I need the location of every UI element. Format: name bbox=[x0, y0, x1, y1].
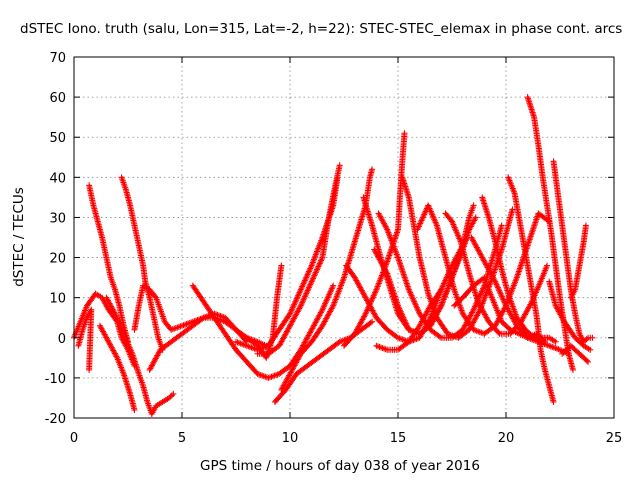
x-tick-label: 20 bbox=[498, 431, 515, 446]
series-markers bbox=[505, 174, 557, 405]
y-tick-label: 60 bbox=[49, 91, 66, 106]
series-markers bbox=[524, 94, 576, 373]
series-markers bbox=[546, 278, 594, 353]
y-tick-label: 70 bbox=[49, 51, 66, 66]
axis-ticks bbox=[73, 56, 615, 419]
x-axis-label: GPS time / hours of day 038 of year 2016 bbox=[200, 458, 480, 474]
series-markers bbox=[189, 282, 337, 381]
y-axis-label: dSTEC / TECUs bbox=[11, 187, 27, 287]
y-tick-label: -20 bbox=[45, 412, 66, 427]
x-tick-label: 10 bbox=[282, 431, 299, 446]
series-markers bbox=[550, 158, 596, 345]
y-tick-label: 40 bbox=[49, 171, 66, 186]
plot-frame bbox=[73, 56, 615, 419]
y-tick-label: 30 bbox=[49, 211, 66, 226]
series-markers bbox=[254, 162, 343, 357]
series-markers bbox=[75, 306, 95, 373]
series-markers bbox=[567, 222, 589, 301]
series-markers bbox=[559, 342, 592, 365]
y-tick-label: 10 bbox=[49, 292, 66, 307]
data-points bbox=[71, 94, 596, 417]
tick-labels: 0 5 10 15 20 25 -20 -10 0 10 20 30 40 50 60 70 bbox=[45, 51, 623, 446]
y-tick-label: 0 bbox=[58, 332, 66, 347]
x-tick-label: 5 bbox=[178, 431, 186, 446]
y-tick-label: -10 bbox=[45, 372, 66, 387]
series-markers bbox=[96, 322, 138, 413]
series-markers bbox=[146, 310, 250, 373]
chart-title: dSTEC Iono. truth (salu, Lon=315, Lat=-2… bbox=[20, 21, 622, 37]
x-tick-label: 0 bbox=[70, 431, 78, 446]
x-tick-label: 15 bbox=[390, 431, 407, 446]
series-markers bbox=[86, 182, 131, 345]
y-tick-label: 20 bbox=[49, 252, 66, 267]
y-tick-label: 50 bbox=[49, 131, 66, 146]
series-markers bbox=[103, 294, 177, 417]
x-tick-label: 25 bbox=[606, 431, 623, 446]
series-markers bbox=[278, 166, 376, 393]
